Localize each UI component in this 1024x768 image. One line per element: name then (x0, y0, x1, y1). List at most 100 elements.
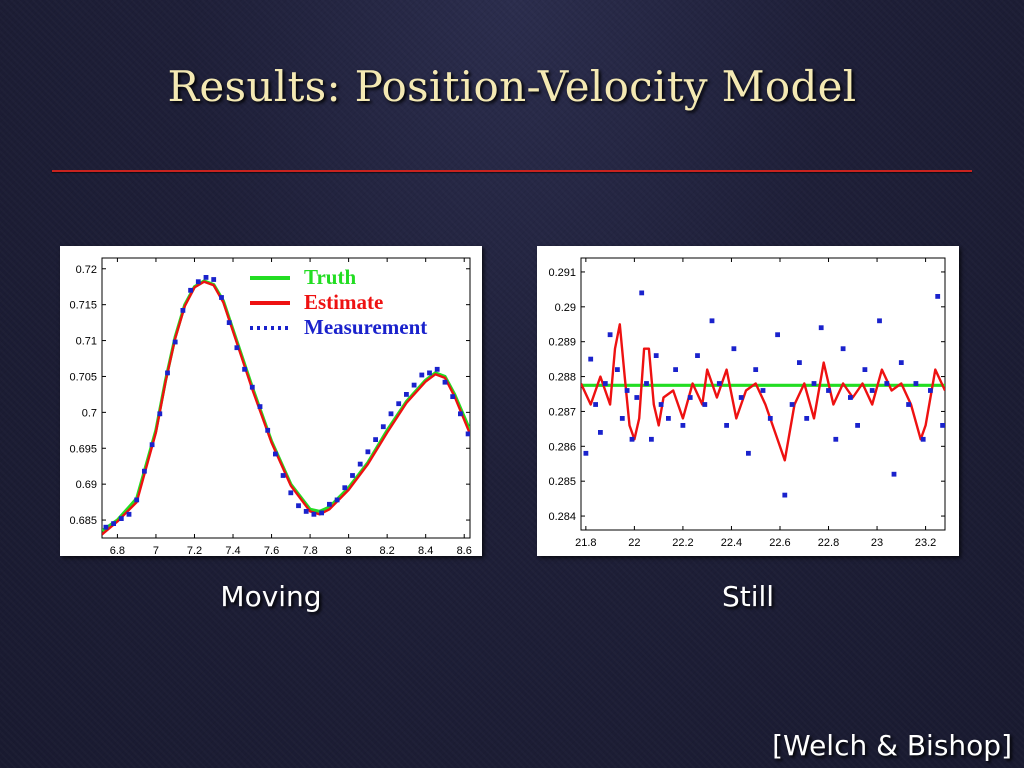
measurement-point (935, 294, 941, 299)
plot-area (102, 275, 470, 536)
measurement-point (920, 436, 926, 442)
x-tick-label: 8.4 (418, 545, 433, 556)
plot-frame (580, 257, 946, 531)
x-tick-label: 7.2 (187, 545, 202, 556)
measurement-point (593, 402, 598, 407)
y-tick-label: 0.289 (548, 337, 576, 349)
estimate-series-line (102, 280, 470, 536)
x-tick-label: 7.4 (225, 545, 240, 556)
x-tick-label: 7 (153, 545, 159, 556)
y-tick-label: 0.69 (76, 479, 97, 491)
measurement-point (687, 395, 693, 400)
x-tick-label: 22.2 (672, 537, 693, 549)
measurement-point (731, 346, 737, 352)
y-tick-label: 0.71 (76, 336, 97, 348)
measurement-point (257, 404, 263, 409)
measurement-point (940, 423, 945, 428)
measurement-point (396, 401, 402, 407)
measurement-point (149, 442, 155, 448)
measurement-point (583, 450, 589, 456)
measurement-point (898, 360, 904, 365)
y-tick-label: 0.287 (548, 406, 576, 418)
measurement-point (142, 468, 147, 474)
measurement-point (767, 416, 773, 421)
measurement-point (666, 416, 671, 421)
measurement-point (219, 295, 224, 300)
measurement-point (419, 372, 425, 378)
measurement-point (760, 388, 766, 393)
measurement-point (855, 423, 860, 428)
measurement-point (602, 381, 608, 386)
y-tick-label: 0.291 (548, 267, 576, 279)
truth-legend-label: Truth (304, 265, 356, 289)
measurement-point (296, 503, 301, 509)
x-tick-label: 7.8 (302, 545, 317, 556)
y-tick-label: 0.715 (69, 300, 97, 312)
title-divider (52, 170, 972, 172)
measurement-point (365, 449, 371, 455)
citation: [Welch & Bishop] (772, 729, 1012, 762)
measurement-point (334, 497, 340, 503)
y-tick-label: 0.29 (555, 302, 576, 314)
y-tick-label: 0.284 (548, 511, 576, 523)
x-tick-label: 8.2 (380, 545, 395, 556)
measurement-point (782, 492, 788, 498)
measurement-point (826, 388, 831, 393)
measurement-point (789, 402, 795, 407)
measurement-point (157, 411, 163, 417)
measurement-point (411, 382, 417, 388)
measurement-point (680, 423, 686, 428)
x-tick-label: 22.4 (721, 537, 742, 549)
measurement-point (695, 353, 700, 358)
measurement-point (624, 388, 630, 393)
y-tick-label: 0.285 (548, 476, 576, 488)
measurement-point (203, 275, 209, 280)
measurement-point (388, 411, 394, 417)
measurement-point (172, 339, 178, 345)
measurement-point (848, 395, 853, 400)
measurement-point (862, 367, 868, 372)
measurement-point (427, 370, 432, 376)
measurement-point (195, 279, 201, 285)
measurement-point (877, 318, 882, 324)
measurement-point (404, 392, 409, 397)
y-tick-label: 0.286 (548, 441, 576, 453)
measurement-point (180, 308, 186, 313)
y-tick-label: 0.72 (76, 264, 97, 276)
measurement-point (134, 497, 140, 503)
measurement-point (442, 379, 448, 385)
y-tick-label: 0.695 (69, 443, 97, 455)
y-tick-label: 0.705 (69, 371, 97, 383)
measurement-point (303, 509, 309, 514)
measurement-point (928, 388, 933, 393)
moving-chart: 6.8 7 7.2 7.4 7.6 7.8 8 8.2 8.4 8.6 0.685 0.69 0.695… (69, 257, 472, 556)
y-tick-label: 0.288 (548, 372, 576, 384)
still-chart-panel: 21.8 22 22.2 22.4 22.6 22.8 23 23.2 0.284 0.285 0.… (537, 246, 959, 556)
measurement-point (716, 381, 722, 386)
measurement-point (103, 524, 109, 530)
measurement-point (906, 402, 911, 407)
x-tick-label: 8 (346, 545, 352, 556)
measurement-point (226, 320, 232, 325)
measurement-point (775, 332, 780, 338)
measurement-point (342, 485, 348, 491)
measurement-point (165, 370, 170, 376)
x-tick-label: 23.2 (915, 537, 936, 549)
measurement-point (724, 423, 729, 428)
measurement-point (869, 388, 875, 393)
measurement-point (709, 318, 715, 324)
slide-title: Results: Position-Velocity Model (167, 62, 857, 111)
measurement-point (653, 353, 659, 358)
measurement-point (658, 402, 664, 407)
measurement-point (797, 360, 802, 365)
measurement-point (327, 501, 332, 507)
y-tick-label: 0.685 (69, 515, 97, 527)
x-tick-label: 21.8 (575, 537, 596, 549)
measurement-point (242, 366, 247, 372)
measurement-point (811, 381, 817, 386)
measurement-point (288, 490, 294, 496)
measurement-point (380, 424, 386, 430)
measurement-point (619, 416, 625, 421)
measurement-point (111, 521, 116, 526)
